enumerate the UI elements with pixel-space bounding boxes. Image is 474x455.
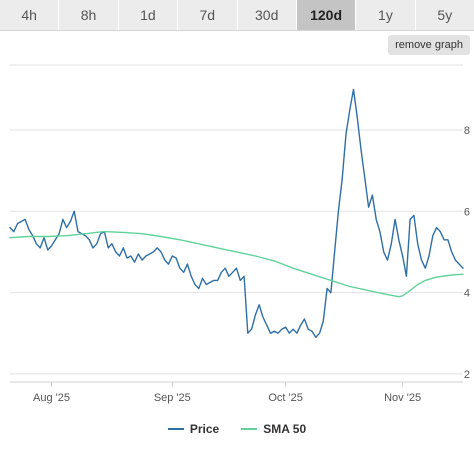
x-tick-label-2: Oct '25 <box>268 392 303 404</box>
y-tick-label-6: 6 <box>464 206 470 218</box>
price-legend-swatch <box>167 428 184 430</box>
tab-4h[interactable]: 4h <box>0 0 60 30</box>
tab-1d[interactable]: 1d <box>118 0 179 30</box>
tab-7d[interactable]: 7d <box>178 0 238 30</box>
legend-sma-label: SMA 50 <box>263 422 307 436</box>
tab-8h[interactable]: 8h <box>59 0 119 30</box>
legend-item-price[interactable]: Price <box>167 422 220 436</box>
sma-legend-swatch <box>241 428 258 430</box>
sma-series-line <box>9 230 464 298</box>
x-tick-label-3: Nov '25 <box>384 392 421 404</box>
x-tick-label-0: Aug '25 <box>33 392 70 404</box>
legend-item-sma[interactable]: SMA 50 <box>241 422 306 436</box>
price-chart: 2 4 6 8 Aug '25 Sep '25 Oct '25 Nov '25 <box>9 64 470 404</box>
tab-5y[interactable]: 5y <box>415 0 474 30</box>
y-tick-label-2: 2 <box>464 369 470 381</box>
remove-graph-button[interactable]: remove graph <box>388 35 470 55</box>
timeframe-tabs: 4h 8h 1d 7d 30d 120d 1y 5y <box>0 0 474 31</box>
tab-30d[interactable]: 30d <box>237 0 297 30</box>
tab-1y[interactable]: 1y <box>356 0 416 30</box>
price-series-line <box>9 88 464 338</box>
legend-price-label: Price <box>189 422 220 436</box>
y-tick-label-8: 8 <box>464 125 470 137</box>
chart-legend: Price SMA 50 <box>0 418 474 440</box>
tab-120d[interactable]: 120d <box>296 0 357 30</box>
y-tick-label-4: 4 <box>464 288 470 300</box>
x-tick-label-1: Sep '25 <box>154 392 191 404</box>
